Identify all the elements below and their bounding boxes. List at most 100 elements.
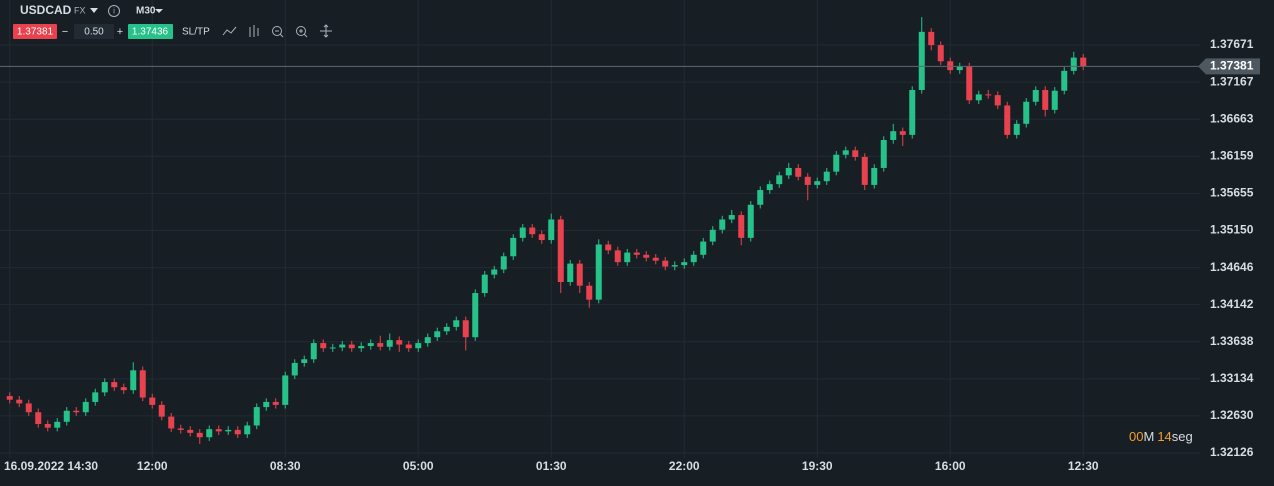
x-tick-label: 16.09.2022 14:30	[4, 459, 98, 473]
dropdown-icon[interactable]	[90, 8, 98, 13]
last-price-label: 1.37381	[1210, 59, 1254, 73]
candle-body	[700, 241, 707, 255]
candle-body	[291, 362, 298, 376]
timer: 00M 14seg	[1129, 429, 1193, 444]
info-i: i	[113, 7, 115, 16]
candle-body	[225, 429, 232, 432]
candle-body	[928, 31, 935, 46]
candle-body	[196, 432, 203, 438]
candle-body	[348, 344, 355, 349]
candle-body	[320, 343, 327, 349]
candle-body	[367, 343, 374, 347]
sl-tp[interactable]: SL/TP	[182, 27, 210, 38]
candle-body	[538, 234, 545, 241]
candle-body	[785, 167, 792, 176]
market: FX	[74, 5, 86, 15]
candle-body	[833, 154, 840, 172]
candle-body	[605, 244, 612, 251]
candle-body	[909, 89, 916, 135]
candle-body	[690, 254, 697, 263]
candle-body	[500, 256, 507, 270]
candle-body	[614, 250, 621, 263]
candle-body	[92, 392, 99, 402]
x-tick-label: 22:00	[669, 459, 700, 473]
candle-body	[310, 343, 317, 360]
candle-body	[1080, 57, 1087, 67]
volume-box[interactable]	[74, 24, 114, 39]
candle-body	[386, 340, 393, 347]
candle-body	[956, 66, 963, 71]
buy-button[interactable]	[128, 24, 173, 39]
candle-body	[671, 265, 678, 267]
candle-body	[510, 237, 517, 257]
plus[interactable]: +	[117, 26, 123, 38]
candle-body	[1051, 90, 1058, 110]
candle-body	[918, 31, 925, 90]
x-tick-label: 19:30	[802, 459, 833, 473]
candle-body	[187, 429, 194, 433]
candle-body	[215, 429, 222, 432]
line-chart-icon[interactable]	[222, 26, 237, 36]
candle-body	[63, 410, 70, 422]
candle-body	[776, 175, 783, 185]
candle-body	[16, 399, 23, 404]
candle-body	[491, 269, 498, 275]
symbol[interactable]: USDCAD	[20, 3, 72, 17]
candle-body	[880, 140, 887, 168]
candle-body	[624, 252, 631, 263]
candle-body	[728, 215, 735, 220]
pan-icon[interactable]	[320, 24, 332, 38]
candle-body	[168, 416, 175, 429]
y-tick-label: 1.37167	[1210, 74, 1254, 88]
zoom-in-icon[interactable]	[296, 26, 306, 36]
candle-body	[937, 45, 944, 62]
candle-body	[842, 150, 849, 155]
candle-body	[643, 254, 650, 258]
candle-body	[576, 263, 583, 286]
candle-body	[823, 171, 830, 182]
spread: 0.50	[84, 27, 104, 38]
x-tick-label: 12:00	[137, 459, 168, 473]
candle-icon[interactable]	[249, 25, 259, 37]
candle-body	[814, 181, 821, 185]
candle-body	[443, 326, 450, 332]
y-tick-label: 1.33134	[1210, 371, 1254, 385]
y-tick-label: 1.35150	[1210, 223, 1254, 237]
candle-body	[120, 387, 127, 391]
minus[interactable]: −	[62, 26, 68, 38]
candle-body	[947, 61, 954, 71]
toolbar: USDCAD FX i M30 1.37381 − 0.50 + 1.37436…	[13, 3, 332, 39]
candle-body	[149, 397, 156, 405]
candle-body	[158, 404, 165, 417]
candle-body	[567, 263, 574, 283]
candle-body	[557, 219, 564, 283]
y-tick-label: 1.34142	[1210, 297, 1254, 311]
candle-body	[747, 204, 754, 238]
candle-body	[966, 66, 973, 101]
candle-body	[434, 331, 441, 338]
candle-body	[358, 346, 365, 349]
candle-body	[681, 262, 688, 266]
x-tick-label: 08:30	[270, 459, 301, 473]
timeframe[interactable]: M30	[136, 6, 156, 17]
sell-button[interactable]	[13, 24, 57, 39]
ask-price: 1.37436	[132, 27, 169, 38]
info-icon[interactable]	[108, 5, 120, 17]
candle-body	[519, 227, 526, 238]
candle-body	[139, 370, 146, 398]
candle-body	[339, 344, 346, 348]
candle-body	[253, 407, 260, 426]
dropdown-icon[interactable]	[155, 9, 163, 13]
candle-body	[662, 260, 669, 267]
zoom-out-icon[interactable]	[272, 26, 282, 36]
candle-body	[738, 215, 745, 238]
timer-seconds: 14	[1157, 429, 1171, 444]
candle-body	[985, 94, 992, 96]
candle-body	[1061, 70, 1068, 91]
candle-body	[529, 227, 536, 235]
zoom-in-icon-mark	[299, 29, 308, 38]
candle-body	[709, 229, 716, 242]
candle-body	[130, 370, 137, 391]
x-tick-label: 05:00	[403, 459, 434, 473]
